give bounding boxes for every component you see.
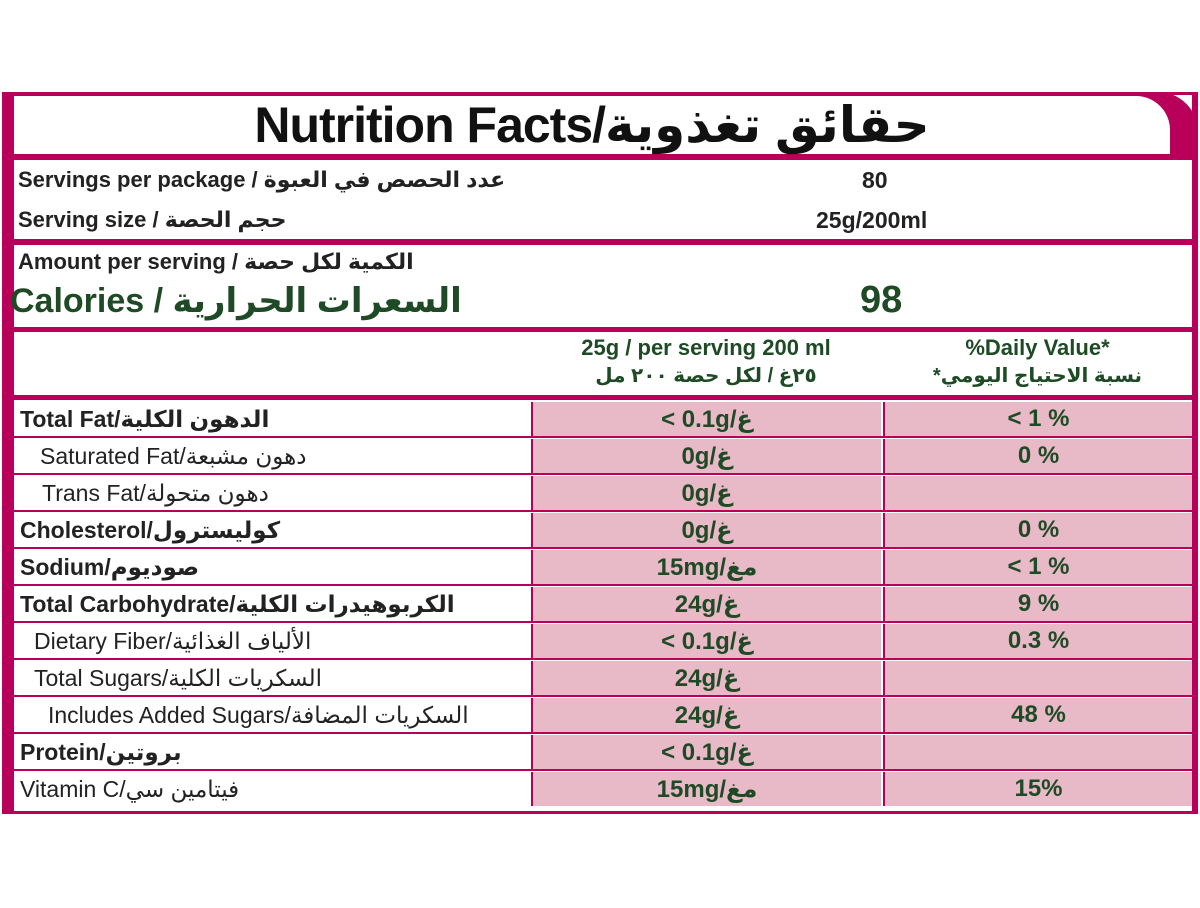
- nutrient-daily-value: [883, 735, 1192, 769]
- nutrient-amount: 0g/غ: [531, 439, 881, 473]
- nutrient-daily-value: 0 %: [883, 513, 1192, 547]
- nutrient-name: Total Sugars/السكريات الكلية: [34, 664, 322, 691]
- nutrient-row: Dietary Fiber/الألياف الغذائية < 0.1g/غ …: [14, 624, 1192, 660]
- nutrient-daily-value: 0 %: [883, 439, 1192, 473]
- nutrient-daily-value: 15%: [883, 772, 1192, 806]
- nutrient-amount: 15mg/مغ: [531, 550, 881, 584]
- nutrient-name: Sodium/صوديوم: [20, 553, 200, 580]
- nutrient-name: Dietary Fiber/الألياف الغذائية: [34, 627, 312, 654]
- nutrient-row: Sodium/صوديوم 15mg/مغ < 1 %: [14, 550, 1192, 586]
- nutrient-daily-value: [883, 661, 1192, 695]
- daily-value-header-ar: *نسبة الاحتياج اليومي: [932, 365, 1143, 387]
- label-left-border: [2, 95, 14, 811]
- section-divider: [2, 239, 1198, 245]
- nutrient-name: Protein/بروتين: [20, 738, 182, 765]
- calories-label: Calories / السعرات الحرارية: [10, 282, 462, 320]
- nutrient-name: Includes Added Sugars/السكريات المضافة: [48, 701, 469, 728]
- daily-value-header-en: %Daily Value*: [965, 335, 1110, 360]
- nutrient-daily-value: [883, 476, 1192, 510]
- nutrient-row: Vitamin C/فيتامين سي 15mg/مغ 15%: [14, 772, 1192, 808]
- per-serving-header-en: 25g / per serving 200 ml: [581, 335, 831, 360]
- nutrient-daily-value: 48 %: [883, 698, 1192, 732]
- servings-per-package-value: 80: [862, 167, 888, 193]
- nutrient-name: Vitamin C/فيتامين سي: [20, 775, 240, 802]
- per-serving-header-ar: ٢٥غ / لكل حصة ٢٠٠ مل: [595, 365, 817, 387]
- nutrient-daily-value: < 1 %: [883, 550, 1192, 584]
- nutrient-daily-value: 9 %: [883, 587, 1192, 621]
- servings-per-package-label: Servings per package / عدد الحصص في العب…: [18, 167, 506, 192]
- nutrient-name: Trans Fat/دهون متحولة: [42, 479, 269, 506]
- nutrient-amount: 15mg/مغ: [531, 772, 881, 806]
- nutrient-amount: 24g/غ: [531, 661, 881, 695]
- nutrient-name: Cholesterol/كوليسترول: [20, 516, 281, 543]
- nutrient-row: Total Sugars/السكريات الكلية 24g/غ: [14, 661, 1192, 697]
- nutrient-row: Trans Fat/دهون متحولة 0g/غ: [14, 476, 1192, 512]
- amount-per-serving-label: Amount per serving / الكمية لكل حصة: [18, 249, 414, 274]
- nutrient-amount: 24g/غ: [531, 698, 881, 732]
- nutrient-amount: 0g/غ: [531, 513, 881, 547]
- nutrient-row: Cholesterol/كوليسترول 0g/غ 0 %: [14, 513, 1192, 549]
- serving-size-label: Serving size / حجم الحصة: [18, 207, 287, 232]
- nutrient-row: Total Fat/الدهون الكلية < 0.1g/غ < 1 %: [14, 402, 1192, 438]
- nutrient-amount: 24g/غ: [531, 587, 881, 621]
- calories-value: 98: [860, 279, 903, 321]
- label-title: Nutrition Facts/حقائق تغذوية: [14, 96, 1170, 154]
- nutrition-label: Nutrition Facts/حقائق تغذوية Servings pe…: [2, 92, 1198, 814]
- nutrient-amount: < 0.1g/غ: [531, 624, 881, 658]
- nutrient-amount: < 0.1g/غ: [531, 402, 881, 436]
- section-divider: [2, 395, 1198, 400]
- section-divider: [2, 327, 1198, 332]
- label-right-border: [1192, 95, 1198, 811]
- nutrient-row: Saturated Fat/دهون مشبعة 0g/غ 0 %: [14, 439, 1192, 475]
- nutrient-amount: < 0.1g/غ: [531, 735, 881, 769]
- nutrient-row: Includes Added Sugars/السكريات المضافة 2…: [14, 698, 1192, 734]
- nutrient-daily-value: < 1 %: [883, 402, 1192, 436]
- title-bar: Nutrition Facts/حقائق تغذوية: [2, 92, 1198, 160]
- nutrient-amount: 0g/غ: [531, 476, 881, 510]
- nutrient-row: Total Carbohydrate/الكربوهيدرات الكلية 2…: [14, 587, 1192, 623]
- nutrient-row: Protein/بروتين < 0.1g/غ: [14, 735, 1192, 771]
- nutrient-daily-value: 0.3 %: [883, 624, 1192, 658]
- nutrient-name: Total Fat/الدهون الكلية: [20, 405, 270, 432]
- serving-size-value: 25g/200ml: [816, 207, 928, 233]
- nutrient-name: Total Carbohydrate/الكربوهيدرات الكلية: [20, 590, 455, 617]
- nutrient-name: Saturated Fat/دهون مشبعة: [40, 442, 307, 469]
